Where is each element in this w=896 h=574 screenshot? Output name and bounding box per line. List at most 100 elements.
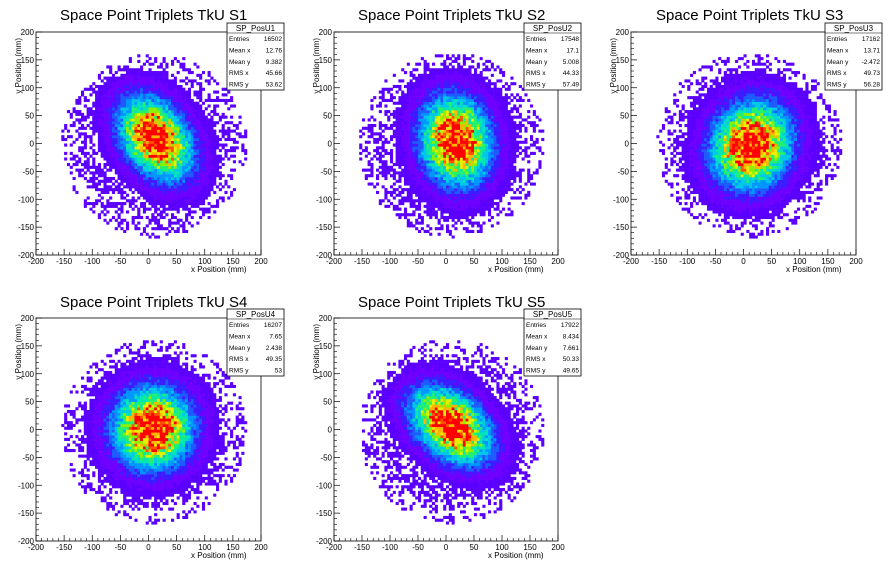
heatmap-cell bbox=[92, 104, 96, 108]
heatmap-cell bbox=[490, 204, 494, 208]
heatmap-cell bbox=[443, 202, 447, 206]
heatmap-cell bbox=[482, 132, 486, 136]
heatmap-cell bbox=[457, 179, 461, 183]
heatmap-cell bbox=[193, 107, 197, 111]
heatmap-cell bbox=[423, 185, 427, 189]
heatmap-cell bbox=[131, 190, 135, 194]
heatmap-cell bbox=[78, 98, 82, 102]
heatmap-cell bbox=[485, 82, 489, 86]
heatmap-cell bbox=[210, 151, 214, 155]
heatmap-cell bbox=[196, 174, 200, 178]
heatmap-cell bbox=[204, 163, 208, 167]
heatmap-cell bbox=[373, 154, 377, 158]
heatmap-cell bbox=[434, 193, 438, 197]
heatmap-cell bbox=[381, 185, 385, 189]
heatmap-cell bbox=[103, 123, 107, 128]
heatmap-cell bbox=[462, 93, 466, 97]
heatmap-cell bbox=[448, 121, 452, 125]
heatmap-cell bbox=[182, 196, 186, 200]
heatmap-cell bbox=[140, 98, 144, 102]
heatmap-cell bbox=[443, 143, 447, 147]
heatmap-cell bbox=[471, 123, 475, 128]
heatmap-cell bbox=[465, 171, 469, 175]
heatmap-cell bbox=[398, 79, 402, 83]
heatmap-cell bbox=[406, 115, 410, 119]
heatmap-cell bbox=[518, 140, 522, 144]
heatmap-cell bbox=[154, 87, 158, 91]
heatmap-cell bbox=[437, 98, 441, 102]
heatmap-cell bbox=[128, 132, 132, 136]
heatmap-cell bbox=[148, 98, 152, 102]
heatmap-cell bbox=[97, 165, 101, 169]
heatmap-cell bbox=[507, 126, 511, 130]
heatmap-cell bbox=[502, 132, 506, 136]
heatmap-cell bbox=[120, 107, 124, 111]
heatmap-cell bbox=[92, 118, 96, 122]
heatmap-cell bbox=[451, 204, 455, 208]
heatmap-cell bbox=[173, 185, 177, 189]
heatmap-cell bbox=[165, 112, 169, 116]
heatmap-cell bbox=[171, 115, 175, 119]
heatmap-cell bbox=[451, 160, 455, 164]
heatmap-cell bbox=[156, 149, 161, 153]
heatmap-cell bbox=[499, 115, 503, 119]
heatmap-cell bbox=[490, 179, 494, 183]
heatmap-cell bbox=[510, 143, 514, 147]
heatmap-cell bbox=[148, 165, 152, 169]
heatmap-cell bbox=[151, 196, 155, 200]
heatmap-cell bbox=[418, 82, 422, 86]
heatmap-cell bbox=[114, 185, 118, 189]
heatmap-cell bbox=[457, 115, 461, 119]
heatmap-cell bbox=[207, 207, 211, 211]
heatmap-cell bbox=[476, 190, 480, 194]
heatmap-cell bbox=[426, 110, 430, 114]
heatmap-cell bbox=[479, 207, 483, 211]
heatmap-cell bbox=[460, 168, 464, 172]
heatmap-cell bbox=[156, 218, 161, 222]
heatmap-cell bbox=[479, 90, 483, 94]
heatmap-cell bbox=[165, 143, 169, 147]
heatmap-cell bbox=[218, 98, 222, 102]
heatmap-cell bbox=[75, 98, 79, 102]
heatmap-cell bbox=[482, 143, 486, 147]
heatmap-cell bbox=[510, 213, 514, 217]
heatmap-cell bbox=[423, 71, 427, 75]
heatmap-cell bbox=[176, 202, 180, 206]
heatmap-cell bbox=[151, 157, 155, 161]
heatmap-cell bbox=[507, 168, 511, 172]
heatmap-cell bbox=[513, 154, 517, 158]
heatmap-cell bbox=[100, 71, 104, 75]
heatmap-cell bbox=[145, 54, 149, 58]
heatmap-cell bbox=[156, 157, 161, 161]
heatmap-cell bbox=[230, 121, 234, 125]
heatmap-cell bbox=[230, 104, 234, 108]
heatmap-cell bbox=[451, 196, 455, 200]
heatmap-cell bbox=[468, 146, 472, 150]
heatmap-cell bbox=[502, 190, 506, 194]
heatmap-cell bbox=[488, 204, 492, 208]
heatmap-cell bbox=[398, 160, 402, 164]
heatmap-cell bbox=[171, 90, 175, 94]
heatmap-cell bbox=[154, 104, 158, 108]
heatmap-cell bbox=[476, 210, 480, 214]
heatmap-cell bbox=[412, 224, 416, 228]
heatmap-cell bbox=[134, 171, 138, 175]
heatmap-cell bbox=[230, 98, 234, 102]
heatmap-cell bbox=[213, 107, 217, 111]
heatmap-cell bbox=[156, 110, 161, 114]
heatmap-cell bbox=[482, 107, 486, 111]
heatmap-cell bbox=[128, 179, 132, 183]
heatmap-cell bbox=[120, 163, 124, 167]
heatmap-cell bbox=[415, 221, 419, 225]
heatmap-cell bbox=[154, 93, 158, 97]
heatmap-cell bbox=[117, 182, 121, 186]
heatmap-cell bbox=[493, 154, 497, 158]
heatmap-cell bbox=[81, 146, 85, 150]
heatmap-cell bbox=[398, 140, 402, 144]
heatmap-cell bbox=[117, 65, 121, 69]
heatmap-cell bbox=[359, 157, 363, 161]
heatmap-cell bbox=[507, 146, 511, 150]
heatmap-cell bbox=[493, 163, 497, 167]
heatmap-cell bbox=[213, 190, 217, 194]
heatmap-cell bbox=[148, 57, 152, 61]
